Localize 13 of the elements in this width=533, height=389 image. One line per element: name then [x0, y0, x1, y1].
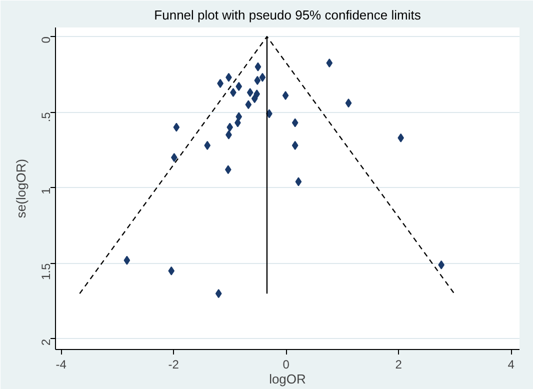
y-tick-label: .5: [39, 112, 53, 122]
x-tick-label: 2: [395, 358, 402, 372]
chart-title: Funnel plot with pseudo 95% confidence limits: [154, 8, 422, 22]
x-tick-label: 4: [508, 358, 515, 372]
x-axis-title: logOR: [269, 372, 306, 386]
y-axis-title: se(logOR): [14, 158, 28, 218]
x-tick-label: -2: [168, 358, 180, 372]
x-tick-label: -4: [56, 358, 67, 372]
x-tick-label: 0: [282, 358, 290, 372]
y-tick-label: 1: [39, 187, 53, 194]
y-tick-label: 2: [39, 338, 53, 346]
y-tick-label: 1.5: [39, 263, 53, 280]
y-tick-label: 0: [39, 36, 53, 44]
